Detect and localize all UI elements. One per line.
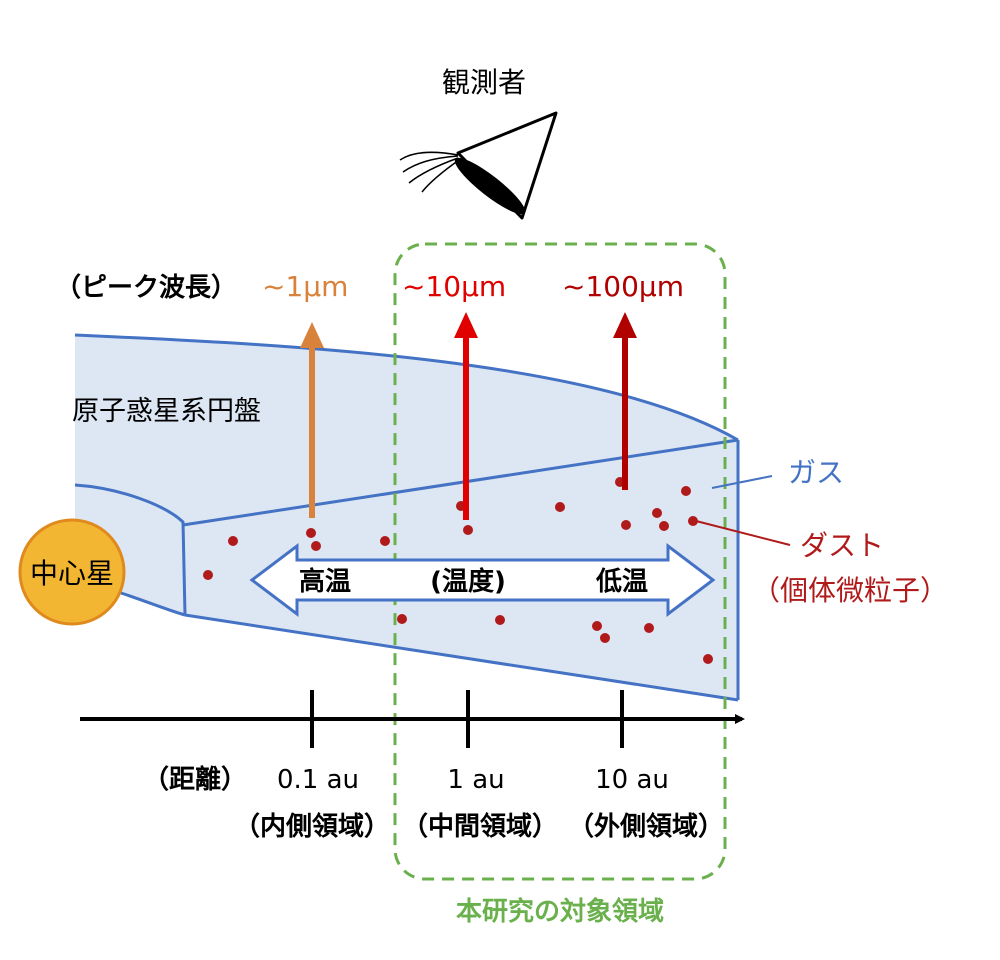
- dust-particle: [592, 621, 602, 631]
- temperature-arrow: [249, 542, 716, 618]
- peak-value-10um: ~10µm: [402, 270, 506, 303]
- dust-particle: [703, 654, 713, 664]
- tick-label-0.1au: 0.1 au: [277, 765, 359, 795]
- distance-label: （距離）: [143, 764, 247, 795]
- disk-outer-edge: [74, 333, 739, 442]
- region-inner-label: （内側領域）: [234, 811, 390, 842]
- dust-particle: [380, 536, 390, 546]
- peak-value-1um: ~1µm: [262, 270, 348, 303]
- dust-particle: [652, 508, 662, 518]
- tick-label-1au: 1 au: [447, 765, 504, 795]
- dust-particles: [203, 477, 713, 664]
- dust-particle: [681, 486, 691, 496]
- dust-particle: [306, 528, 316, 538]
- dust-particle: [463, 525, 473, 535]
- tick-label-10au: 10 au: [595, 765, 669, 795]
- dust-layer-bottom: [184, 613, 739, 702]
- peak-arrow-inner: [300, 322, 324, 518]
- central-star: [18, 518, 126, 626]
- dust-label: ダスト: [800, 529, 884, 562]
- dust-particle: [311, 541, 321, 551]
- dust-particle: [203, 570, 213, 580]
- region-middle-label: （中間領域）: [402, 811, 558, 842]
- observer-label: 観測者: [442, 66, 526, 99]
- dust-particle: [644, 623, 654, 633]
- disk-upper-region: [75, 335, 738, 700]
- gas-leader-line: [711, 475, 773, 489]
- temperature-high-label: 高温: [299, 566, 351, 597]
- peak-value-100um: ~100µm: [562, 270, 684, 303]
- disk-label: 原子惑星系円盤: [72, 396, 261, 427]
- disk-inner-surface: [74, 483, 187, 616]
- dust-particle: [600, 633, 610, 643]
- central-star-label: 中心星: [30, 557, 114, 590]
- dust-particle: [659, 521, 669, 531]
- dust-particle: [495, 615, 505, 625]
- dust-particle: [688, 516, 698, 526]
- dust-particle: [555, 502, 565, 512]
- dust-particle: [228, 536, 238, 546]
- peak-arrow-outer: [613, 312, 637, 490]
- dust-layer-top: [182, 438, 739, 527]
- gas-label: ガス: [788, 456, 844, 489]
- dust-particle: [397, 614, 407, 624]
- dust-particle: [621, 520, 631, 530]
- peak-arrow-middle: [454, 312, 478, 520]
- peak-wavelength-label: （ピーク波長）: [55, 273, 237, 303]
- observer-eye-icon: [399, 111, 558, 220]
- dust-sublabel: （個体微粒子）: [752, 574, 948, 607]
- study-region-label: 本研究の対象領域: [456, 896, 664, 927]
- temperature-low-label: 低温: [595, 567, 648, 597]
- temperature-label: (温度): [430, 566, 506, 597]
- dust-leader-line: [695, 520, 791, 546]
- region-outer-label: （外側領域）: [568, 811, 724, 842]
